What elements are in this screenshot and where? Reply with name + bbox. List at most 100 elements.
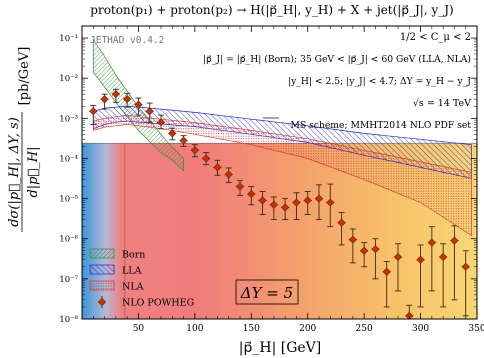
data-marker: [247, 189, 256, 199]
powheg-point: [337, 212, 346, 246]
powheg-point: [439, 243, 448, 308]
data-marker: [314, 194, 324, 203]
data-marker: [292, 198, 301, 207]
x-tick-label: 200: [299, 324, 316, 334]
powheg-point: [360, 242, 369, 268]
annotation-line: |y_H| < 2.5; |y_J| < 4.7; ΔY = y_H − y_J: [288, 76, 471, 87]
annotation-line: 1/2 < C_μ < 2: [400, 32, 471, 43]
data-marker: [393, 252, 403, 262]
legend-swatch: [89, 280, 115, 291]
data-marker: [100, 95, 109, 104]
data-marker: [405, 311, 414, 319]
powheg-point: [224, 167, 233, 184]
data-marker: [190, 146, 199, 155]
powheg-point: [326, 183, 335, 228]
powheg-point: [461, 250, 470, 317]
powheg-point: [269, 196, 278, 221]
watermark: JETHAD v0.4.2: [90, 35, 164, 46]
powheg-point: [427, 226, 436, 292]
x-tick-label: 350: [468, 324, 484, 334]
data-marker: [416, 255, 425, 264]
y-tick-label: 10⁻⁴: [59, 154, 78, 164]
y-axis-label-unit: [pb/GeV]: [17, 47, 32, 106]
powheg-point: [123, 92, 132, 108]
powheg-point: [371, 238, 380, 280]
data-marker: [461, 262, 470, 271]
legend-label: LLA: [122, 266, 142, 277]
data-marker: [145, 107, 154, 116]
annotation-line: |p⃗_J| = |p⃗_H| (Born); 35 GeV < |p⃗_J| …: [203, 54, 471, 65]
y-tick-label: 10⁻⁸: [59, 315, 78, 325]
y-tick-label: 10⁻⁷: [59, 275, 78, 285]
powheg-point: [258, 191, 267, 216]
data-marker: [337, 218, 346, 227]
legend: Born LLA NLA NLO POWHEG: [89, 248, 194, 309]
data-marker: [235, 182, 245, 191]
powheg-point: [89, 104, 98, 125]
data-marker: [123, 95, 132, 104]
powheg-point: [213, 159, 222, 176]
powheg-point: [202, 152, 211, 166]
x-tick-label: 150: [243, 324, 260, 334]
panel-label-box: [235, 279, 299, 305]
data-marker: [156, 118, 166, 127]
data-marker: [111, 90, 120, 99]
y-axis-label-numerator: dσ(|p⃗_H|, ΔY, s): [7, 117, 22, 227]
x-axis-label: |p⃗_H| [GeV]: [239, 340, 321, 356]
powheg-point: [416, 244, 425, 308]
annotations: JETHAD v0.4.2 1/2 < C_μ < 2 |p⃗_J| = |p⃗_H…: [90, 32, 471, 305]
powheg-point: [314, 184, 324, 221]
y-tick-label: 10⁻⁶: [59, 235, 78, 245]
powheg-point: [281, 198, 290, 221]
powheg-point: [145, 102, 154, 123]
x-tick-label: 250: [356, 324, 373, 334]
data-marker: [224, 170, 233, 179]
plot-frame: [81, 25, 478, 320]
y-tick-label: 10⁻³: [59, 114, 78, 124]
powheg-point: [235, 180, 245, 196]
y-tick-label: 10⁻¹: [59, 34, 78, 44]
data-marker: [303, 196, 312, 205]
data-marker: [382, 267, 391, 276]
axes: 50 100 150 200 250 300 350 10⁻¹ 10⁻² 10⁻³ 10⁻⁴ 10⁻⁵…: [59, 25, 484, 334]
y-axis-label-denominator: d|p⃗_H|: [26, 146, 41, 197]
powheg-point: [134, 97, 143, 116]
y-axis-label: dσ(|p⃗_H|, ΔY, s) d|p⃗_H| [pb/GeV]: [7, 47, 41, 232]
data-marker: [371, 245, 380, 254]
powheg-point: [292, 192, 301, 221]
data-marker: [202, 154, 211, 163]
data-marker: [134, 100, 143, 109]
powheg-point: [190, 144, 199, 158]
legend-marker: [97, 297, 107, 307]
legend-label: NLA: [122, 282, 144, 293]
y-tick-label: 10⁻⁵: [59, 195, 78, 205]
data-marker: [439, 252, 448, 262]
powheg-point: [348, 228, 357, 264]
data-marker: [427, 238, 436, 247]
band-nla: [92, 114, 472, 237]
data-marker: [348, 235, 357, 244]
powheg-point: [247, 186, 256, 206]
panel-label: ΔY = 5: [240, 284, 293, 302]
powheg-point: [168, 127, 177, 141]
data-marker: [281, 203, 290, 212]
powheg-point: [303, 191, 312, 216]
annotation-line: √s = 14 TeV: [413, 98, 471, 109]
x-tick-label: 100: [186, 324, 203, 334]
legend-swatch: [89, 264, 115, 275]
data-marker: [258, 196, 267, 205]
chart-title: proton(p₁) + proton(p₂) → H(|p⃗_H|, y_H)…: [90, 3, 453, 17]
x-tick-label: 50: [133, 324, 145, 334]
powheg-point: [393, 243, 403, 292]
data-marker: [450, 236, 459, 245]
powheg-point: [179, 135, 188, 147]
data-marker: [360, 246, 369, 255]
annotation-line: MS scheme; MMHT2014 NLO PDF set: [290, 120, 471, 131]
data-marker: [213, 163, 222, 172]
powheg-point: [382, 261, 391, 308]
powheg-point: [450, 225, 459, 301]
legend-label: Born: [122, 250, 145, 261]
legend-item: NLA: [89, 280, 144, 293]
data-marker: [168, 129, 177, 138]
